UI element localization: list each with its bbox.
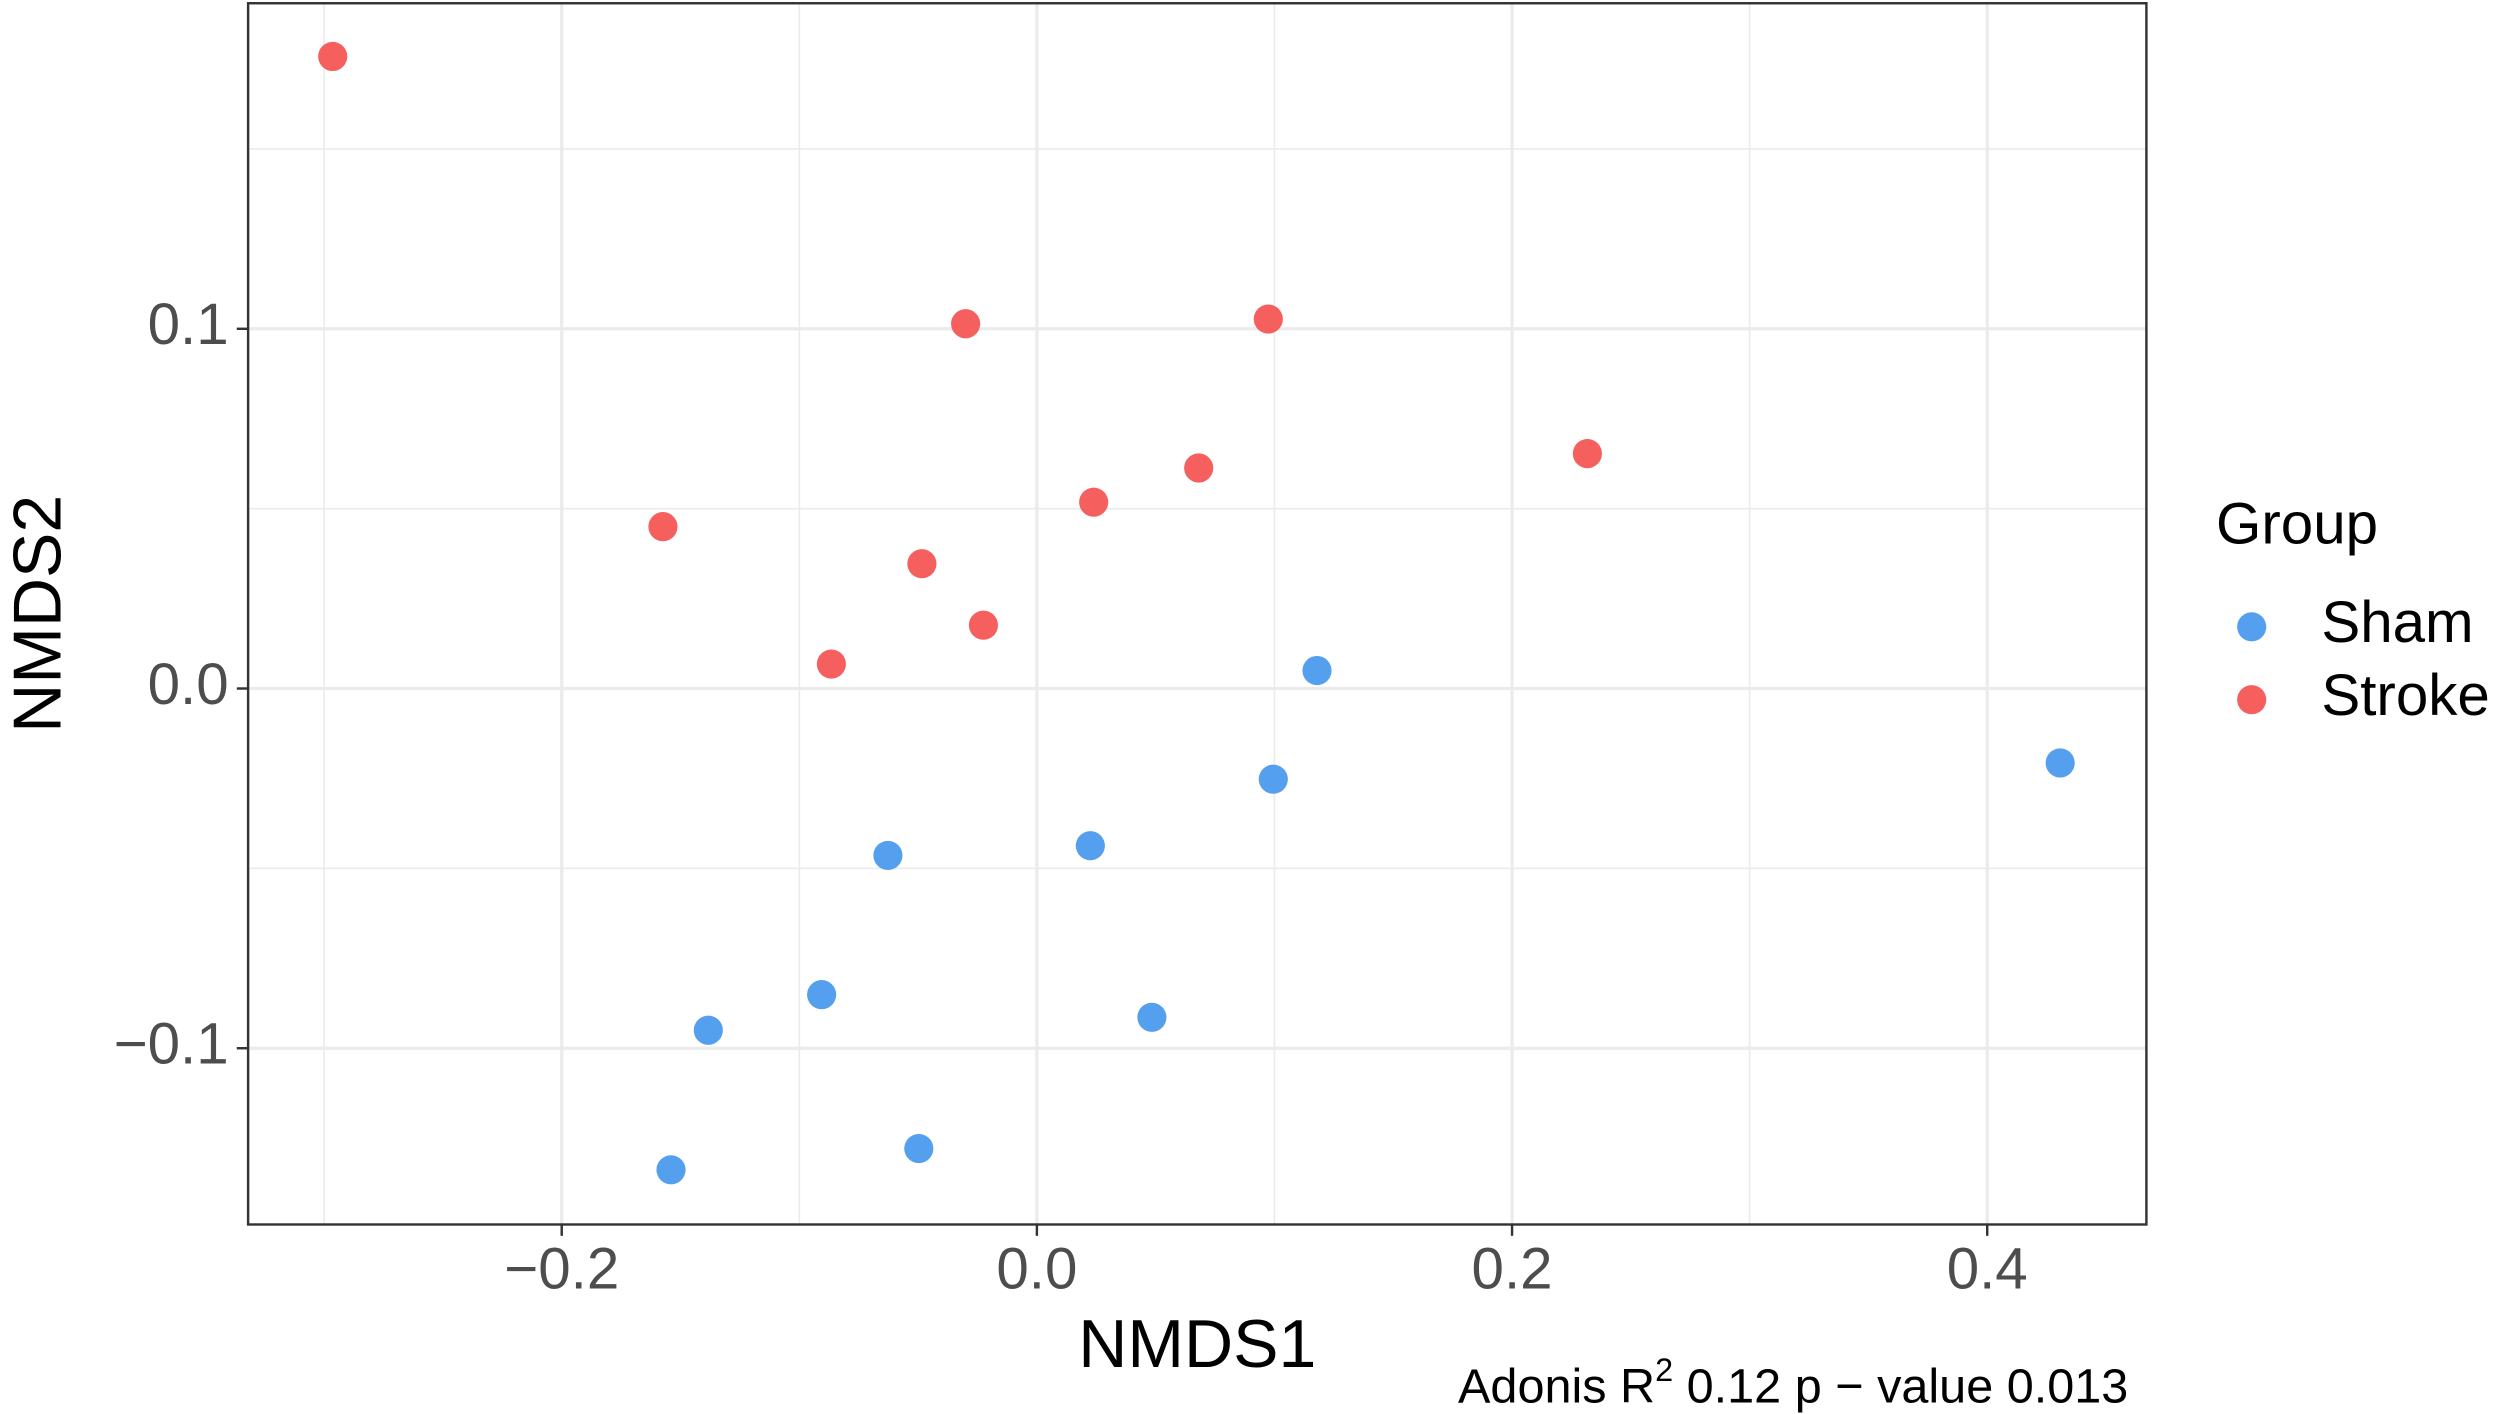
point — [816, 649, 846, 679]
x-tick-label: −0.2 — [504, 1236, 619, 1301]
x-axis-title: NMDS1 — [1078, 1306, 1316, 1382]
point — [951, 309, 981, 339]
point — [907, 549, 937, 579]
point — [1137, 1002, 1167, 1032]
point — [1572, 439, 1602, 469]
x-tick-label: 0.2 — [1472, 1236, 1553, 1301]
legend-title: Group — [2216, 491, 2378, 556]
point — [1184, 453, 1214, 483]
y-tick-label: 0.0 — [148, 652, 229, 717]
point — [1258, 764, 1288, 794]
plot-panel — [248, 3, 2147, 1225]
point — [1253, 304, 1283, 334]
y-axis-title: NMDS2 — [0, 495, 75, 733]
legend-label: Sham — [2321, 590, 2473, 655]
point — [648, 512, 678, 542]
point — [904, 1134, 934, 1164]
point — [2045, 748, 2075, 778]
x-tick-label: 0.4 — [1947, 1236, 2028, 1301]
annotation: Adonis R2 0.12 p − value 0.013 — [1458, 1351, 2128, 1413]
x-tick-label: 0.0 — [996, 1236, 1077, 1301]
annotation-text: Adonis R — [1458, 1360, 1655, 1414]
legend-label: Stroke — [2321, 663, 2490, 728]
point — [807, 980, 837, 1010]
legend-marker — [2237, 685, 2267, 715]
point — [1079, 487, 1109, 517]
annotation-superscript: 2 — [1655, 1351, 1673, 1387]
annotation-text: 0.12 p − value 0.013 — [1673, 1360, 2128, 1414]
point — [693, 1015, 723, 1045]
point — [656, 1155, 686, 1185]
point — [1302, 655, 1332, 686]
legend-marker — [2237, 612, 2267, 642]
point — [873, 840, 903, 870]
y-tick-label: −0.1 — [114, 1012, 229, 1077]
plot-border — [246, 2, 2148, 1226]
point — [1075, 831, 1105, 861]
y-tick-label: 0.1 — [148, 292, 229, 357]
point — [968, 610, 999, 640]
point — [318, 41, 348, 72]
